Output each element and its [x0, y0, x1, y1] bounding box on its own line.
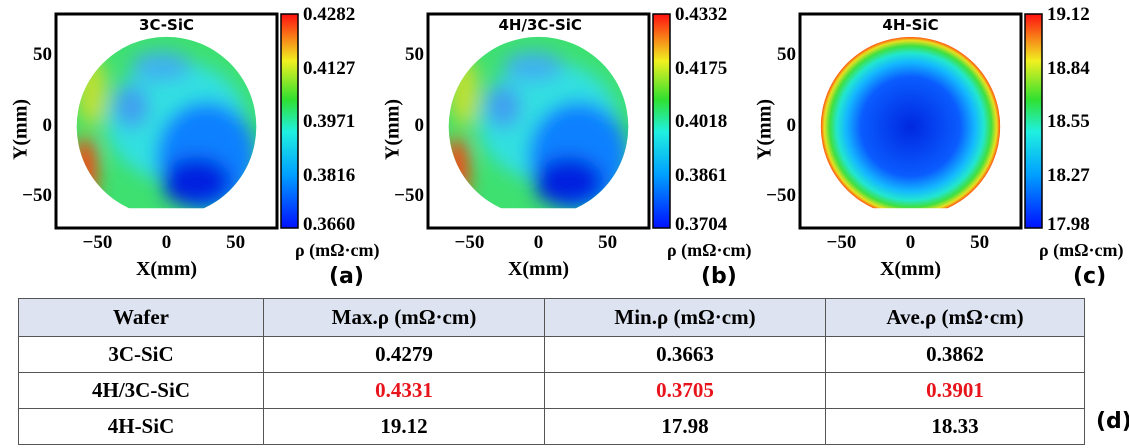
x-tick-label: −50	[82, 232, 113, 253]
table-row: 3C-SiC 0.4279 0.3663 0.3862	[18, 336, 1085, 373]
colorbar-tick-label: 18.27	[1047, 164, 1090, 186]
colorbar-tick-label: 0.4018	[675, 111, 728, 132]
plot-frame	[798, 12, 1023, 230]
y-tick-label: −50	[766, 185, 796, 207]
colorbar-tick-label: 0.3704	[675, 214, 728, 235]
table-row: 4H-SiC 19.12 17.98 18.33	[18, 408, 1085, 445]
wafer-map	[820, 36, 1001, 209]
x-tick-label: −50	[826, 232, 857, 253]
wafer-map-svg	[798, 12, 1043, 230]
colorbar-tick-label: 0.3660	[303, 214, 356, 235]
x-tick-label: −50	[454, 232, 485, 253]
colorbar-tick-label: 18.55	[1047, 111, 1090, 132]
cell-wafer: 3C-SiC	[18, 336, 264, 373]
panel-label-d: (d)	[1096, 409, 1129, 434]
wafer-map	[448, 36, 629, 209]
plot-frame	[54, 12, 279, 230]
cell-ave: 18.33	[825, 408, 1085, 445]
colorbar-label: ρ (mΩ·cm)	[1039, 240, 1124, 260]
colorbar-tick-label: 0.3861	[675, 164, 728, 186]
colorbar-tick-label: 0.4175	[675, 57, 728, 79]
header-min: Min.ρ (mΩ·cm)	[544, 298, 826, 337]
cell-min: 17.98	[544, 408, 826, 445]
panel-title: 3C-SiC	[139, 16, 194, 34]
colorbar-label: ρ (mΩ·cm)	[295, 240, 380, 260]
table-row: 4H/3C-SiC 0.4331 0.3705 0.3901	[18, 372, 1085, 409]
colorbar-tick-label: 19.12	[1047, 4, 1090, 25]
y-tick-label: 0	[786, 114, 797, 136]
cell-min: 0.3663	[544, 336, 826, 373]
colorbar-tick-label: 17.98	[1047, 214, 1090, 235]
cell-max: 0.4279	[263, 336, 545, 373]
resistivity-table: Wafer Max.ρ (mΩ·cm) Min.ρ (mΩ·cm) Ave.ρ …	[18, 298, 1085, 445]
y-tick-label: 50	[777, 44, 796, 66]
x-axis-label: X(mm)	[879, 258, 942, 280]
y-tick-label: 0	[42, 114, 53, 136]
x-axis-label: X(mm)	[507, 258, 570, 280]
x-tick-label: 50	[598, 232, 618, 253]
x-tick-label: 50	[970, 232, 990, 253]
header-wafer: Wafer	[18, 298, 264, 337]
panel-label: (c)	[1073, 264, 1107, 289]
y-tick-label: −50	[394, 185, 424, 207]
y-tick-label: −50	[22, 185, 52, 207]
colorbar-label: ρ (mΩ·cm)	[667, 240, 752, 260]
table-header-row: Wafer Max.ρ (mΩ·cm) Min.ρ (mΩ·cm) Ave.ρ …	[18, 298, 1085, 337]
cell-max: 0.4331	[263, 372, 545, 409]
y-axis-label: Y(mm)	[753, 98, 776, 161]
plot-frame	[426, 12, 651, 230]
colorbar-tick-label: 0.4332	[675, 4, 728, 25]
cell-ave: 0.3901	[825, 372, 1085, 409]
wafer-map-svg	[426, 12, 671, 230]
colorbar	[280, 13, 299, 229]
x-tick-label: 0	[533, 232, 544, 253]
header-max: Max.ρ (mΩ·cm)	[263, 298, 545, 337]
x-tick-label: 50	[226, 232, 246, 253]
cell-wafer: 4H-SiC	[18, 408, 264, 445]
header-ave: Ave.ρ (mΩ·cm)	[825, 298, 1085, 337]
colorbar-tick-label: 0.3971	[303, 111, 356, 132]
y-tick-label: 50	[405, 44, 424, 66]
x-tick-label: 0	[905, 232, 916, 253]
cell-wafer: 4H/3C-SiC	[18, 372, 264, 409]
colorbar	[652, 13, 671, 229]
cell-min: 0.3705	[544, 372, 826, 409]
y-tick-label: 50	[33, 44, 52, 66]
panel-title: 4H/3C-SiC	[498, 16, 582, 34]
colorbar-tick-label: 0.4282	[303, 4, 356, 25]
colorbar	[1024, 13, 1043, 229]
panel-label: (b)	[701, 264, 737, 289]
cell-max: 19.12	[263, 408, 545, 445]
wafer-map-svg	[54, 12, 299, 230]
x-tick-label: 0	[161, 232, 172, 253]
cell-ave: 0.3862	[825, 336, 1085, 373]
panel-label: (a)	[329, 264, 364, 289]
y-tick-label: 0	[414, 114, 425, 136]
colorbar-tick-label: 0.3816	[303, 164, 356, 186]
colorbar-tick-label: 0.4127	[303, 57, 356, 79]
x-axis-label: X(mm)	[135, 258, 198, 280]
panel-title: 4H-SiC	[882, 16, 939, 34]
colorbar-tick-label: 18.84	[1047, 57, 1090, 79]
